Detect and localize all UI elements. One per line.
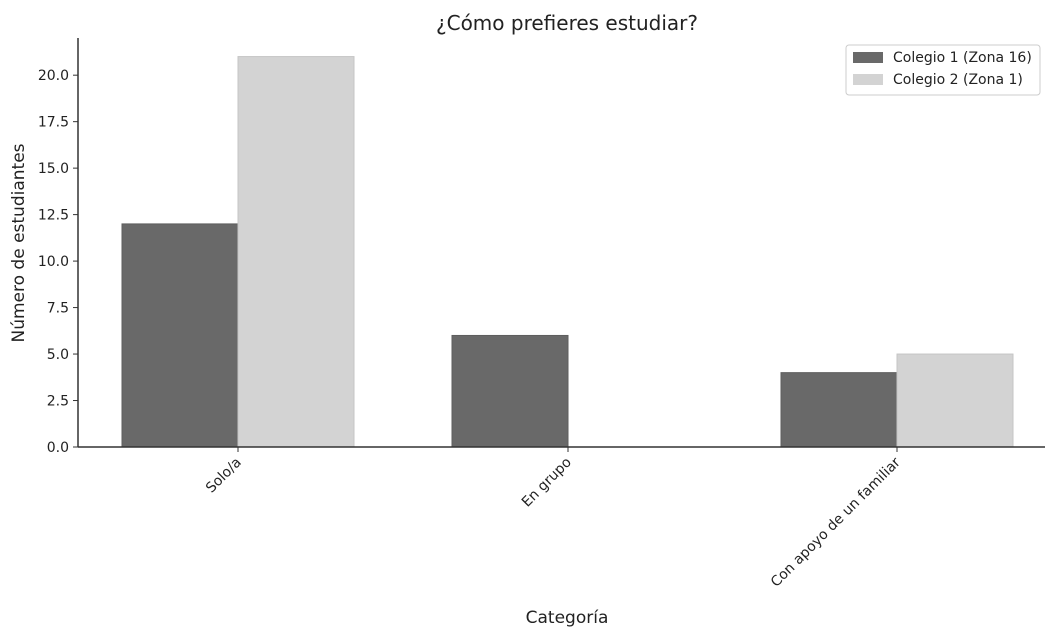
y-axis-label: Número de estudiantes bbox=[9, 143, 29, 342]
x-ticks: Solo/a En grupo Con apoyo de un familiar bbox=[203, 447, 904, 590]
bar-series-1-2 bbox=[780, 372, 898, 448]
chart-title: ¿Cómo prefieres estudiar? bbox=[436, 11, 698, 35]
y-tick-label: 7.5 bbox=[47, 301, 69, 317]
legend: Colegio 1 (Zona 16) Colegio 2 (Zona 1) bbox=[845, 44, 1041, 96]
bar-series-2-0 bbox=[237, 56, 355, 448]
bars-layer bbox=[121, 56, 1014, 448]
x-axis-label: Categoría bbox=[526, 608, 609, 628]
y-tick-label: 12.5 bbox=[38, 208, 69, 224]
legend-label-colegio-2: Colegio 2 (Zona 1) bbox=[893, 72, 1023, 88]
x-tick-label: Con apoyo de un familiar bbox=[768, 454, 904, 590]
x-tick-label: Solo/a bbox=[203, 455, 245, 497]
x-tick-label: En grupo bbox=[519, 455, 575, 511]
y-tick-label: 20.0 bbox=[38, 68, 69, 84]
y-tick-label: 2.5 bbox=[47, 394, 69, 410]
y-ticks: 0.0 2.5 5.0 7.5 10.0 12.5 15.0 17.5 20.0 bbox=[38, 68, 78, 456]
bar-series-1-1 bbox=[451, 334, 569, 448]
legend-box bbox=[845, 44, 1041, 96]
y-tick-label: 17.5 bbox=[38, 115, 69, 131]
legend-label-colegio-1: Colegio 1 (Zona 16) bbox=[893, 50, 1032, 66]
axes-layer bbox=[77, 38, 1045, 448]
legend-swatch-colegio-2 bbox=[853, 74, 883, 85]
y-tick-label: 0.0 bbox=[47, 440, 69, 456]
legend-swatch-colegio-1 bbox=[853, 52, 883, 63]
y-tick-label: 5.0 bbox=[47, 347, 69, 363]
bar-series-2-2 bbox=[896, 353, 1014, 448]
y-tick-label: 10.0 bbox=[38, 254, 69, 270]
y-tick-label: 15.0 bbox=[38, 161, 69, 177]
bar-series-1-0 bbox=[121, 223, 239, 448]
